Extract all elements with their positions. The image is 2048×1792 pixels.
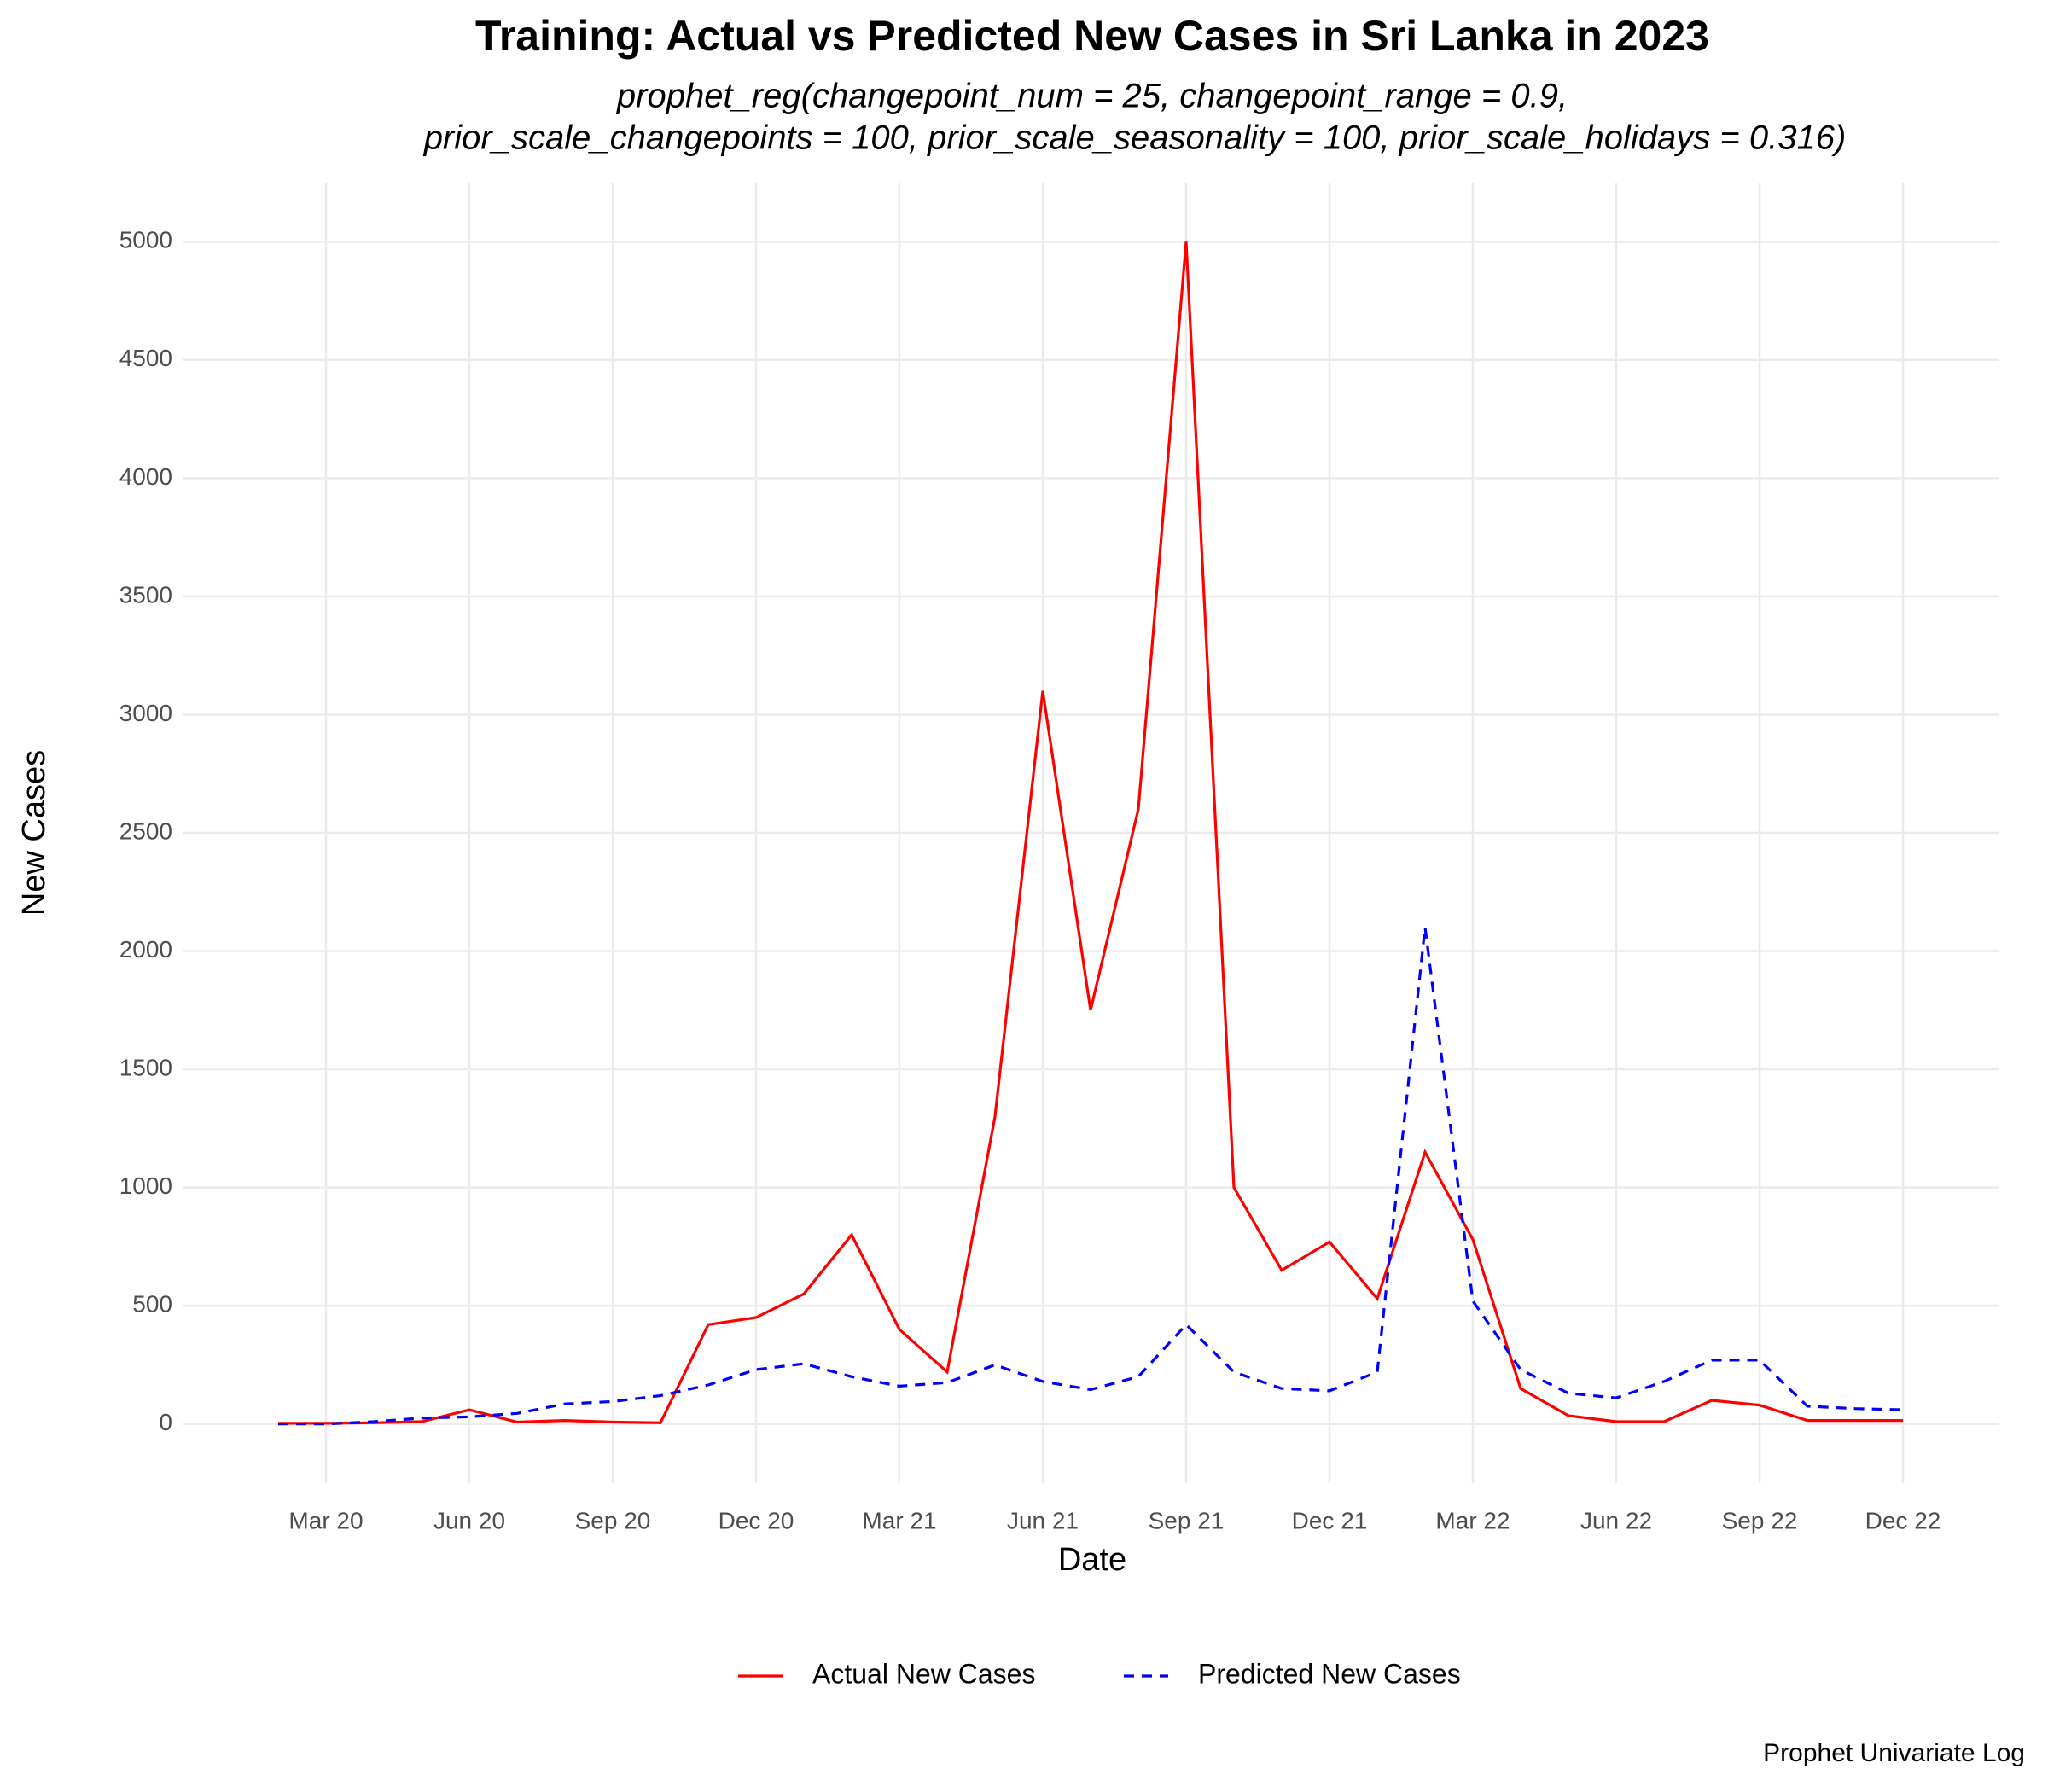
chart-title: Training: Actual vs Predicted New Cases … xyxy=(475,12,1709,60)
x-tick-label: Mar 22 xyxy=(1435,1507,1510,1533)
chart-subtitle: prophet_reg(changepoint_num = 25, change… xyxy=(616,78,1568,115)
x-tick-label: Sep 22 xyxy=(1722,1507,1798,1533)
y-tick-label: 0 xyxy=(159,1409,172,1435)
y-tick-label: 5000 xyxy=(119,227,172,253)
y-tick-label: 1500 xyxy=(119,1054,172,1080)
y-tick-label: 3500 xyxy=(119,581,172,608)
x-tick-label: Jun 21 xyxy=(1007,1507,1079,1533)
x-tick-label: Jun 20 xyxy=(433,1507,505,1533)
x-tick-label: Dec 21 xyxy=(1292,1507,1368,1533)
y-tick-label: 4000 xyxy=(119,463,172,490)
x-tick-label: Sep 21 xyxy=(1149,1507,1225,1533)
x-axis-title: Date xyxy=(1058,1542,1126,1578)
y-tick-label: 4500 xyxy=(119,345,172,371)
legend-label: Predicted New Cases xyxy=(1198,1658,1461,1689)
x-tick-label: Mar 20 xyxy=(288,1507,363,1533)
y-tick-label: 3000 xyxy=(119,700,172,726)
y-tick-label: 1000 xyxy=(119,1172,172,1199)
legend-label: Actual New Cases xyxy=(812,1658,1035,1689)
x-tick-label: Jun 22 xyxy=(1580,1507,1652,1533)
y-tick-label: 2000 xyxy=(119,936,172,963)
x-tick-label: Dec 22 xyxy=(1865,1507,1941,1533)
x-tick-label: Mar 21 xyxy=(862,1507,936,1533)
data-line xyxy=(278,241,1903,1425)
x-tick-label: Sep 20 xyxy=(575,1507,651,1533)
chart-subtitle: prior_scale_changepoints = 100, prior_sc… xyxy=(423,119,1847,157)
caption: Prophet Univariate Log xyxy=(1763,1739,2025,1767)
y-tick-label: 500 xyxy=(132,1291,172,1318)
y-tick-label: 2500 xyxy=(119,817,172,844)
y-axis-title: New Cases xyxy=(16,750,52,916)
x-tick-label: Dec 20 xyxy=(719,1507,794,1533)
data-line xyxy=(278,927,1904,1426)
